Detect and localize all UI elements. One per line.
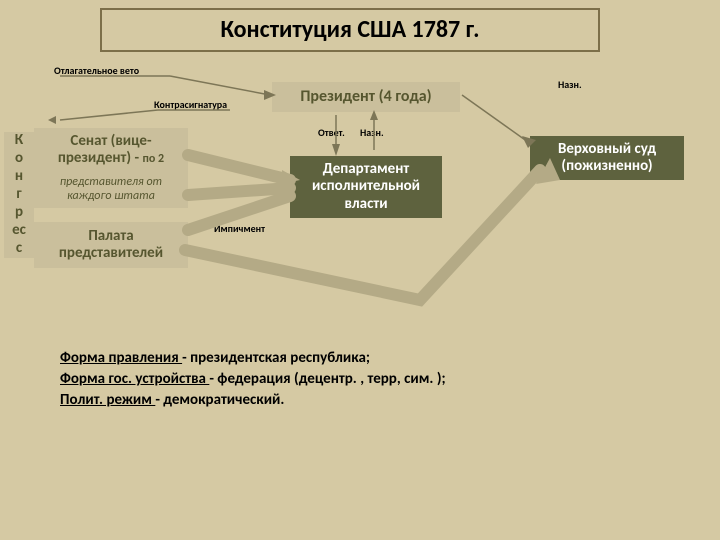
sum-2b: - федерация (децентр. , терр, сим. ); (209, 370, 445, 388)
senate-line1: Сенат (вице- (70, 132, 151, 150)
sum-1a: Форма правления (60, 349, 182, 367)
senate-line2b: по 2 (142, 152, 164, 166)
congress-letter: К (15, 132, 23, 149)
label-nazn2: Назн. (558, 78, 582, 91)
arrow-layer (0, 0, 720, 540)
house-l1: Палата (88, 228, 133, 245)
senate-sub1: представителя от (60, 176, 162, 190)
congress-letter: г (16, 186, 21, 203)
sum-1b: - президентская республика; (182, 349, 370, 367)
congress-letter: ес (12, 222, 26, 239)
house-box: Палата представителей (34, 222, 188, 268)
court-box: Верховный суд (пожизненно) (530, 136, 684, 180)
congress-letter: р (15, 204, 23, 221)
label-veto: Отлагательное вето (54, 64, 139, 77)
dept-l2: исполнительной (312, 178, 420, 195)
sum-3a: Полит. режим (60, 391, 155, 409)
senate-box: Сенат (вице- президент) - по 2 (34, 128, 188, 172)
label-otvet: Ответ. (318, 126, 345, 139)
senate-sub2: каждого штата (67, 190, 155, 204)
label-nazn1: Назн. (360, 126, 384, 139)
department-box: Департамент исполнительной власти (290, 156, 442, 218)
house-l2: представителей (59, 245, 163, 262)
label-impeach: Импичмент (214, 222, 265, 235)
president-label: Президент (4 года) (300, 88, 431, 106)
congress-letter: с (16, 240, 22, 257)
court-l1: Верховный суд (558, 141, 656, 158)
page-title: Конституция США 1787 г. (100, 8, 600, 52)
dept-l1: Департамент (323, 161, 410, 178)
sum-3b: - демократический. (155, 391, 284, 409)
label-contra: Контрасигнатура (154, 98, 227, 111)
sum-2a: Форма гос. устройства (60, 370, 209, 388)
court-l2: (пожизненно) (561, 158, 652, 175)
congress-letter: о (15, 150, 23, 167)
senate-sub-box: представителя от каждого штата (34, 172, 188, 208)
congress-tab: Конгресс (4, 132, 34, 258)
dept-l3: власти (344, 196, 387, 213)
senate-line2a: президент) - (58, 149, 143, 167)
summary-block: Форма правления - президентская республи… (60, 348, 446, 411)
president-box: Президент (4 года) (272, 82, 460, 112)
congress-letter: н (15, 168, 23, 185)
